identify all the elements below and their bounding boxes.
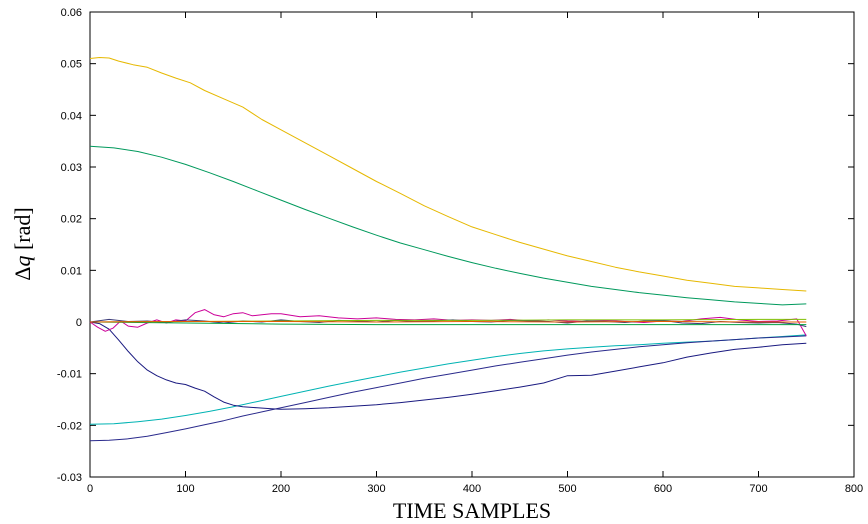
series-line-4 xyxy=(89,335,807,442)
series-line-3 xyxy=(89,334,807,425)
x-tick-label: 0 xyxy=(87,483,93,495)
y-tick-label: -0.01 xyxy=(57,369,82,381)
y-axis-title-unit: [rad] xyxy=(10,207,35,255)
axis-tick-labels: 0 100 200 300 400 500 600 700 800 -0.03 -0.02 -0.01… xyxy=(57,7,863,495)
y-axis-title-symbol: Δ xyxy=(10,267,35,281)
plot-frame xyxy=(89,11,855,478)
y-tick-label: -0.03 xyxy=(57,472,82,484)
y-axis-title: Δq [rad] xyxy=(10,207,35,280)
x-tick-label: 500 xyxy=(558,483,576,495)
x-tick-label: 700 xyxy=(749,483,767,495)
y-tick-label: 0.01 xyxy=(61,265,82,277)
series-lines xyxy=(89,57,807,442)
series-line-2 xyxy=(89,145,807,306)
axis-ticks xyxy=(89,11,855,478)
y-tick-label: 0.05 xyxy=(61,59,82,71)
x-tick-label: 100 xyxy=(176,483,194,495)
x-tick-label: 600 xyxy=(654,483,672,495)
x-tick-label: 800 xyxy=(845,483,863,495)
series-line-1 xyxy=(89,57,807,292)
series-line-10 xyxy=(89,321,807,323)
series-line-5 xyxy=(89,321,807,410)
y-tick-label: 0.02 xyxy=(61,214,82,226)
y-tick-label: -0.02 xyxy=(57,420,82,432)
y-tick-label: 0 xyxy=(76,317,82,329)
x-tick-label: 400 xyxy=(463,483,481,495)
y-axis-title-variable: q xyxy=(10,256,35,267)
x-axis-title: TIME SAMPLES xyxy=(393,498,551,523)
x-tick-label: 300 xyxy=(367,483,385,495)
series-line-8 xyxy=(89,321,807,326)
y-tick-label: 0.06 xyxy=(61,7,82,19)
y-tick-label: 0.04 xyxy=(61,110,82,122)
y-tick-label: 0.03 xyxy=(61,162,82,174)
x-tick-label: 200 xyxy=(272,483,290,495)
